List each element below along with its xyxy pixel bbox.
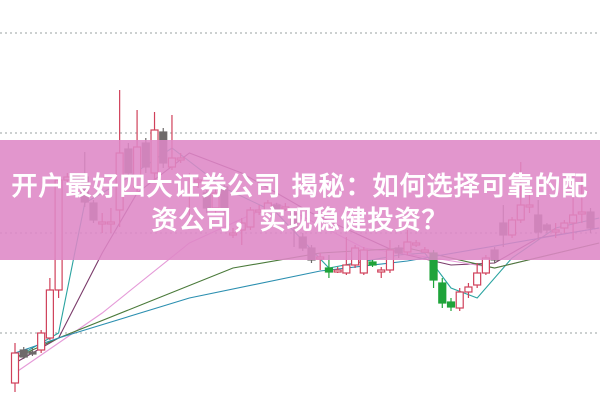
candle-body	[10, 352, 20, 384]
candle-body	[464, 286, 473, 293]
candle-body	[28, 351, 37, 355]
title-line-2: 资公司，实现稳健投资？	[151, 206, 449, 236]
candle-body	[438, 282, 447, 304]
candle-body	[19, 349, 28, 358]
candle-body	[455, 291, 464, 309]
moving-average-line	[14, 242, 600, 359]
title-banner	[0, 140, 600, 260]
candle-body	[342, 264, 351, 274]
candle-body	[45, 289, 54, 339]
candle-body	[324, 267, 334, 273]
candle-body	[333, 269, 342, 273]
candle-body	[37, 332, 46, 351]
candle-body	[446, 301, 456, 308]
title-line-1: 开户最好四大证券公司 揭秘：如何选择可靠的配	[11, 172, 589, 202]
candle-body	[368, 261, 377, 266]
candle-body	[473, 272, 482, 286]
candle-body	[377, 269, 386, 273]
candle-body	[481, 257, 490, 274]
